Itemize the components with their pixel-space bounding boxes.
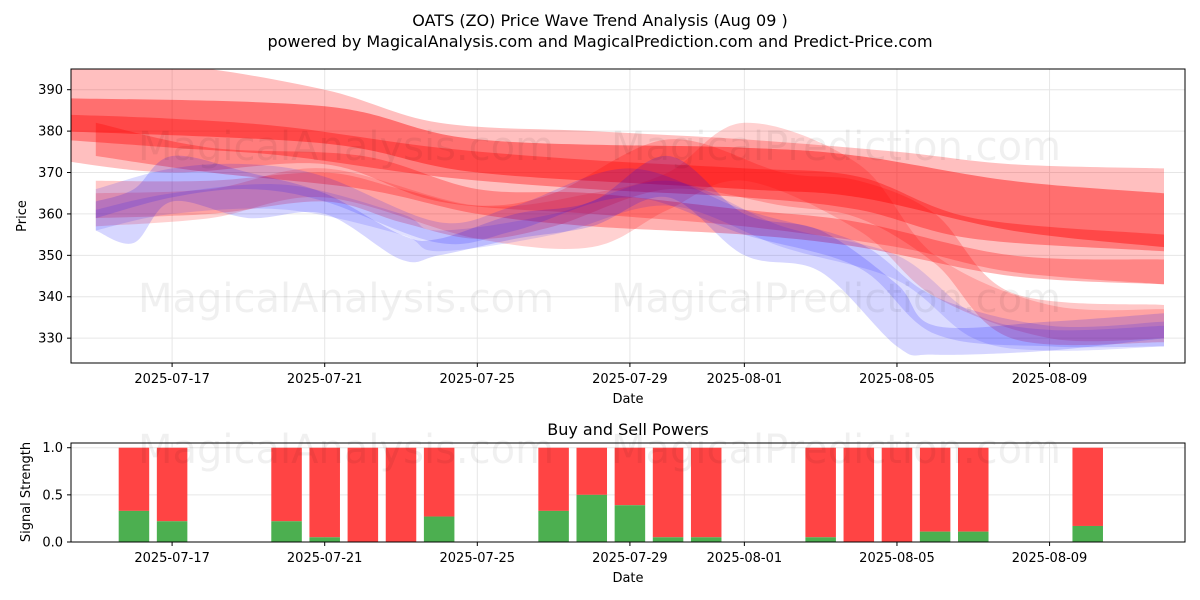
buy-bar-2025-08-06 — [919, 531, 951, 542]
price-x-axis-label: Date — [612, 392, 643, 407]
buy-bar-2025-07-31 — [690, 537, 722, 542]
signal-plot-frame — [70, 442, 1186, 543]
buy-bar-2025-07-20 — [271, 521, 302, 542]
price-y-tick-label-4: 370 — [38, 166, 63, 181]
price-grid — [71, 69, 1185, 363]
signal-x-axis-label: Date — [612, 571, 643, 586]
bear-wave-band-2 — [95, 122, 1164, 285]
signal-x-tick-label-3: 2025-07-29 — [592, 551, 668, 566]
price-watermarks: MagicalAnalysis.com MagicalPrediction.co… — [138, 124, 1061, 322]
watermark-prediction-top: MagicalPrediction.com — [611, 124, 1061, 170]
bull-wave-band-2 — [95, 180, 1164, 351]
signal-x-tick-label-1: 2025-07-21 — [287, 551, 363, 566]
buy-bar-2025-07-28 — [576, 494, 608, 542]
buy-bar-2025-08-10 — [1072, 525, 1103, 542]
sell-bar-2025-07-22 — [347, 447, 379, 542]
price-x-tick-label-5: 2025-08-05 — [859, 372, 935, 387]
buy-bar-2025-07-21 — [309, 537, 340, 542]
bull-wave-band-1 — [95, 163, 1164, 348]
price-waves — [71, 69, 1164, 356]
sell-bar-2025-08-05 — [881, 447, 913, 542]
price-plot-frame — [70, 68, 1186, 364]
bear-wave-band-5 — [71, 114, 1164, 252]
sell-bar-2025-08-06 — [919, 447, 951, 532]
price-y-tick-label-0: 330 — [38, 332, 63, 347]
buy-bar-2025-07-29 — [614, 505, 646, 542]
buy-bar-2025-07-17 — [156, 521, 188, 542]
signal-x-tick-label-0: 2025-07-17 — [134, 551, 210, 566]
sell-bar-2025-07-21 — [309, 447, 340, 538]
watermark-prediction-mid: MagicalPrediction.com — [611, 276, 1061, 322]
signal-x-tick-label-5: 2025-08-05 — [859, 551, 935, 566]
buy-bar-2025-07-16 — [118, 510, 150, 542]
sell-bar-2025-07-29 — [614, 447, 646, 506]
price-y-ticks: 330 340 350 360 370 380 390 — [38, 83, 71, 347]
sell-bar-2025-07-28 — [576, 447, 608, 495]
sell-bar-2025-08-04 — [843, 447, 875, 542]
watermark-analysis-top: MagicalAnalysis.com — [138, 124, 554, 170]
sell-bar-2025-08-03 — [805, 447, 836, 538]
buy-bar-2025-08-07 — [958, 531, 989, 542]
signal-y-ticks: 0.0 0.5 1.0 — [42, 441, 71, 551]
sell-bar-2025-08-10 — [1072, 447, 1103, 526]
bear-wave-band-0 — [71, 98, 1164, 248]
figure-title: OATS (ZO) Price Wave Trend Analysis (Aug… — [412, 11, 787, 30]
signal-x-tick-label-4: 2025-08-01 — [707, 551, 783, 566]
signal-y-tick-label-2: 1.0 — [42, 441, 63, 456]
price-y-tick-label-2: 350 — [38, 249, 63, 264]
sell-bar-2025-07-16 — [118, 447, 150, 511]
buy-bar-2025-07-27 — [538, 510, 569, 542]
buy-bar-2025-08-03 — [805, 537, 836, 542]
price-y-tick-label-5: 380 — [38, 125, 63, 140]
price-x-ticks: 2025-07-17 2025-07-21 2025-07-25 2025-07-29… — [134, 363, 1087, 387]
price-y-tick-label-6: 390 — [38, 83, 63, 98]
price-x-tick-label-1: 2025-07-21 — [287, 372, 363, 387]
price-x-tick-label-6: 2025-08-09 — [1012, 372, 1088, 387]
sell-bar-2025-07-20 — [271, 447, 302, 522]
bull-wave-band-0 — [95, 155, 1164, 356]
watermark-prediction-bottom: MagicalPrediction.com — [611, 427, 1061, 473]
price-x-tick-label-2: 2025-07-25 — [440, 372, 516, 387]
signal-x-tick-label-2: 2025-07-25 — [440, 551, 516, 566]
watermark-analysis-mid: MagicalAnalysis.com — [138, 276, 554, 322]
signal-y-tick-label-0: 0.0 — [42, 536, 63, 551]
price-x-tick-label-3: 2025-07-29 — [592, 372, 668, 387]
signal-watermarks: MagicalAnalysis.com MagicalPrediction.co… — [138, 427, 1061, 473]
sell-bar-2025-07-24 — [423, 447, 455, 517]
sell-bar-2025-07-27 — [538, 447, 569, 511]
price-x-tick-label-4: 2025-08-01 — [707, 372, 783, 387]
bear-wave-band-4 — [95, 122, 1164, 342]
buy-bar-2025-07-30 — [652, 537, 684, 542]
watermark-analysis-bottom: MagicalAnalysis.com — [138, 427, 554, 473]
sell-bar-2025-08-07 — [958, 447, 989, 532]
sell-bar-2025-07-30 — [652, 447, 684, 538]
signal-bars — [118, 447, 1103, 542]
sell-bar-2025-07-31 — [690, 447, 722, 538]
signal-x-tick-label-6: 2025-08-09 — [1012, 551, 1088, 566]
figure-subtitle: powered by MagicalAnalysis.com and Magic… — [267, 32, 932, 51]
buy-bar-2025-07-24 — [423, 516, 455, 542]
price-y-tick-label-1: 340 — [38, 290, 63, 305]
bear-wave-band-3 — [95, 139, 1164, 346]
signal-y-tick-label-1: 0.5 — [42, 488, 63, 503]
price-x-tick-label-0: 2025-07-17 — [134, 372, 210, 387]
sell-bar-2025-07-17 — [156, 447, 188, 522]
price-y-tick-label-3: 360 — [38, 207, 63, 222]
signal-x-ticks: 2025-07-17 2025-07-21 2025-07-25 2025-07-29… — [134, 542, 1087, 566]
signal-chart-title: Buy and Sell Powers — [547, 420, 709, 439]
sell-bar-2025-07-23 — [385, 447, 417, 542]
bear-wave-band-1 — [71, 69, 1164, 285]
signal-y-axis-label: Signal Strength — [19, 442, 34, 542]
price-y-axis-label: Price — [15, 200, 30, 232]
